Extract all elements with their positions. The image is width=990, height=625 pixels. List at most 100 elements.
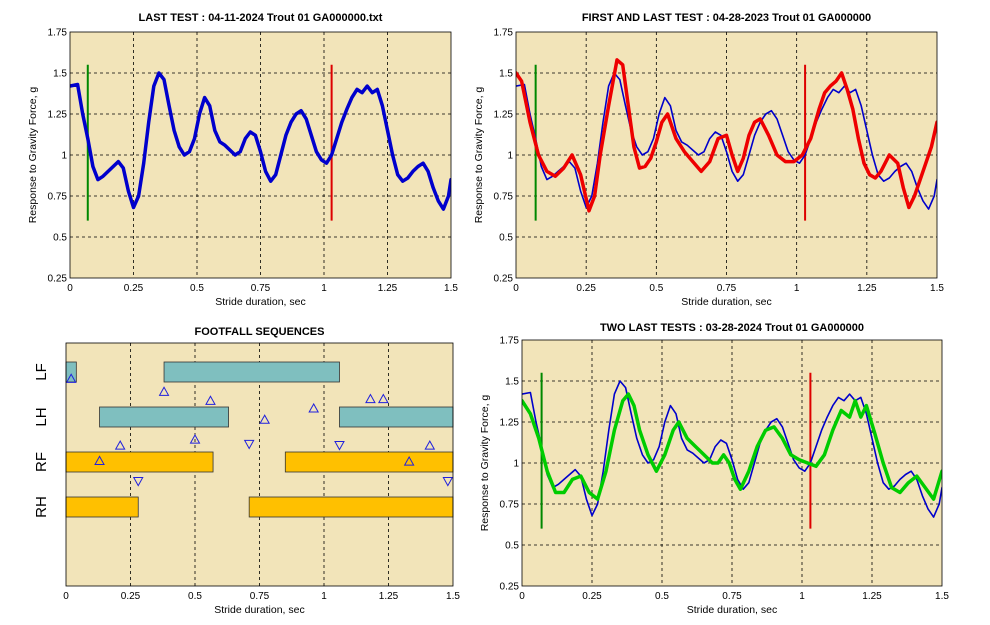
footfall-marker-triangle [132, 477, 144, 487]
x-axis-label: Stride duration, sec [215, 296, 305, 308]
footfall-bar-lf [65, 361, 77, 383]
y-tick-label: 0.5 [53, 233, 67, 244]
footfall-marker-triangle [334, 441, 345, 451]
y-tick-label: 1.25 [494, 110, 514, 121]
footfall-bar-rh [248, 496, 454, 518]
chart-title: FOOTFALL SEQUENCES [195, 326, 325, 338]
plot-frame [69, 31, 452, 279]
x-tick-label: 0 [63, 591, 69, 602]
x-tick-label: 1.25 [379, 591, 399, 602]
footfall-bar-rf [65, 451, 214, 473]
series-line-green [522, 392, 942, 501]
x-tick-label: 1.25 [862, 591, 882, 602]
x-tick-label: 0.75 [250, 591, 270, 602]
x-tick-label: 1 [321, 591, 327, 602]
y-tick-label: 0.25 [500, 582, 520, 593]
x-tick-label: 0.25 [582, 591, 602, 602]
y-tick-label: 1 [507, 151, 513, 162]
footfall-marker-triangle [243, 439, 255, 450]
footfall-marker-triangle [308, 402, 320, 413]
footfall-bar-lh [339, 406, 454, 428]
x-tick-label: 0.5 [649, 283, 663, 294]
y-tick-label: 1.75 [48, 28, 68, 39]
y-tick-label: 1 [61, 151, 67, 162]
x-tick-label: 1.5 [930, 283, 944, 294]
chart-title: LAST TEST : 04-11-2024 Trout 01 GA000000… [139, 12, 383, 24]
chart-title: FIRST AND LAST TEST : 04-28-2023 Trout 0… [582, 12, 871, 24]
footfall-bar-lf [163, 361, 340, 383]
x-tick-label: 0.25 [121, 591, 141, 602]
y-tick-label: 1.25 [500, 418, 520, 429]
x-tick-label: 0.5 [190, 283, 204, 294]
row-label-lh: LH [33, 407, 50, 426]
x-tick-label: 0 [519, 591, 525, 602]
x-tick-label: 1.25 [857, 283, 877, 294]
x-axis-label: Stride duration, sec [687, 604, 777, 616]
x-tick-label: 0 [67, 283, 73, 294]
row-label-lf: LF [33, 363, 50, 381]
footfall-marker-triangle [377, 393, 389, 404]
x-tick-label: 1 [794, 283, 800, 294]
chart-first-and-last: FIRST AND LAST TEST : 04-28-2023 Trout 0… [473, 12, 944, 308]
footfall-marker-triangle [424, 440, 436, 450]
series-line-blue [70, 71, 451, 211]
footfall-bar-lh [99, 406, 229, 428]
footfall-marker-triangle [365, 393, 376, 404]
series-line-blue [516, 72, 937, 210]
plot-frame [515, 31, 938, 279]
footfall-marker-triangle [403, 456, 415, 466]
x-tick-label: 0.75 [717, 283, 737, 294]
y-tick-label: 1.5 [499, 69, 513, 80]
x-tick-label: 1.25 [378, 283, 398, 294]
row-label-rf: RF [33, 452, 50, 472]
chart-title: TWO LAST TESTS : 03-28-2024 Trout 01 GA0… [600, 322, 864, 334]
footfall-marker-triangle [442, 477, 454, 487]
x-tick-label: 0 [513, 283, 519, 294]
y-tick-label: 0.5 [505, 541, 519, 552]
y-tick-label: 1.75 [500, 336, 520, 347]
x-tick-label: 0.75 [722, 591, 742, 602]
chart-two-last: TWO LAST TESTS : 03-28-2024 Trout 01 GA0… [479, 322, 949, 616]
x-tick-label: 0.5 [655, 591, 669, 602]
x-tick-label: 0.5 [188, 591, 202, 602]
y-tick-label: 1.5 [53, 69, 67, 80]
x-axis-label: Stride duration, sec [214, 604, 304, 616]
x-tick-label: 0.75 [251, 283, 271, 294]
y-tick-label: 0.25 [494, 274, 514, 285]
series-line-red [516, 58, 937, 213]
plot-frame [521, 339, 943, 587]
chart-footfall: FOOTFALL SEQUENCES 0 0.25 0.5 0.75 1 1.25 1.5 St… [33, 326, 460, 616]
footfall-marker-triangle [158, 386, 170, 396]
plot-frame [65, 342, 454, 587]
y-tick-label: 0.25 [48, 274, 68, 285]
y-tick-label: 1.5 [505, 377, 519, 388]
x-tick-label: 1 [799, 591, 805, 602]
y-tick-label: 1 [513, 459, 519, 470]
row-label-rh: RH [33, 496, 50, 518]
y-tick-label: 0.5 [499, 233, 513, 244]
y-tick-label: 1.25 [48, 110, 68, 121]
x-tick-label: 1.5 [444, 283, 458, 294]
y-axis-label: Response to Gravity Force, g [473, 87, 485, 224]
footfall-marker-triangle [65, 373, 77, 383]
footfall-marker-triangle [205, 395, 216, 405]
x-tick-label: 1 [321, 283, 327, 294]
footfall-bar-rh [65, 496, 139, 518]
y-axis-label: Response to Gravity Force, g [27, 87, 39, 224]
y-tick-label: 0.75 [48, 192, 68, 203]
footfall-marker-triangle [189, 433, 201, 444]
chart-last-test: LAST TEST : 04-11-2024 Trout 01 GA000000… [27, 12, 458, 308]
x-tick-label: 1.5 [446, 591, 460, 602]
footfall-marker-triangle [259, 414, 271, 424]
y-axis-label: Response to Gravity Force, g [479, 395, 491, 532]
x-tick-label: 0.25 [576, 283, 596, 294]
x-axis-label: Stride duration, sec [681, 296, 771, 308]
footfall-marker-triangle [94, 455, 105, 465]
footfall-marker-triangle [114, 440, 126, 450]
y-tick-label: 0.75 [500, 500, 520, 511]
series-line-blue [522, 380, 942, 518]
footfall-bar-rf [284, 451, 454, 473]
y-tick-label: 1.75 [494, 28, 514, 39]
x-tick-label: 0.25 [124, 283, 144, 294]
